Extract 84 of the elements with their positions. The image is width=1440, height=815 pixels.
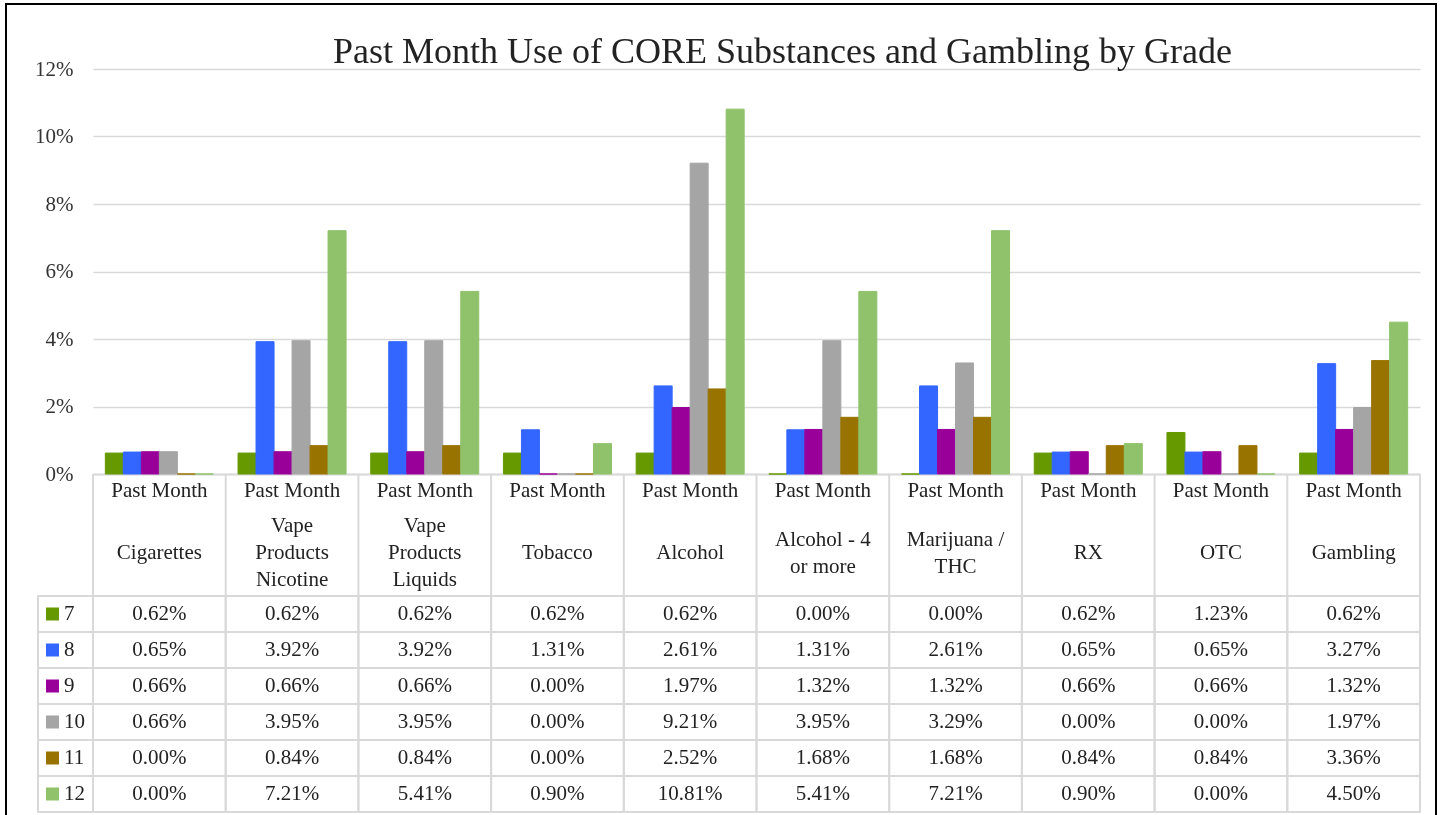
chart-title: Past Month Use of CORE Substances and Gambling by Grade <box>333 31 1232 71</box>
category-label: Past Month OTC <box>1172 478 1270 564</box>
data-label: 1.23% <box>1193 601 1249 625</box>
category-label: Past Month Gambling <box>1305 478 1402 564</box>
data-label: 0.62% <box>663 601 718 625</box>
data-label: 0.84% <box>264 745 320 769</box>
data-label: 2.52% <box>663 745 718 769</box>
data-label: 1.32% <box>1326 673 1381 697</box>
data-label: 1.32% <box>795 673 850 697</box>
data-label: 0.62% <box>397 601 452 625</box>
data-label: 0.00% <box>530 709 585 733</box>
category-label: Past Month Vape Products Nicotine <box>243 478 341 591</box>
data-label: 10.81% <box>657 781 723 805</box>
data-label: 0.62% <box>264 601 320 625</box>
data-label: 0.00% <box>530 673 585 697</box>
data-label: 0.66% <box>132 709 187 733</box>
data-label: 3.92% <box>397 637 452 661</box>
data-label: 5.41% <box>397 781 452 805</box>
y-tick-label: 6% <box>45 259 74 283</box>
data-label: 2.61% <box>928 637 983 661</box>
data-label: 0.65% <box>1193 637 1249 661</box>
data-label: 0.00% <box>1061 709 1116 733</box>
category-label: Past Month Alcohol <box>642 478 739 564</box>
data-label: 0.00% <box>1193 709 1249 733</box>
data-label: 3.92% <box>264 637 320 661</box>
data-label: 0.66% <box>264 673 320 697</box>
data-label: 0.90% <box>1061 781 1116 805</box>
data-label: 7.21% <box>928 781 983 805</box>
y-tick-label: 0% <box>45 461 74 486</box>
data-label: 7.21% <box>264 781 320 805</box>
data-label: 3.36% <box>1326 745 1381 769</box>
data-label: 1.31% <box>530 637 585 661</box>
data-label: 3.27% <box>1326 637 1381 661</box>
y-tick-label: 4% <box>45 326 74 351</box>
data-label: 1.68% <box>928 745 983 769</box>
data-label: 3.95% <box>264 709 320 733</box>
data-label: 5.41% <box>795 781 850 805</box>
data-label: 0.66% <box>1193 673 1249 697</box>
legend-label: 8 <box>64 637 75 661</box>
data-label: 1.97% <box>663 673 718 697</box>
data-label: 0.65% <box>1061 637 1116 661</box>
data-label: 0.84% <box>1061 745 1116 769</box>
category-label: Past Month Vape Products Liquids <box>376 478 473 591</box>
data-label: 0.90% <box>530 781 585 805</box>
data-label: 1.68% <box>795 745 850 769</box>
legend-label: 7 <box>64 601 75 625</box>
data-label: 3.29% <box>928 709 983 733</box>
legend-label: 10 <box>64 709 85 733</box>
category-label: Past Month RX <box>1040 478 1137 564</box>
data-label: 9.21% <box>663 709 718 733</box>
y-tick-label: 12% <box>35 56 74 81</box>
data-label: 0.62% <box>1326 601 1381 625</box>
data-label: 0.62% <box>1061 601 1116 625</box>
y-tick-label: 8% <box>45 191 74 216</box>
data-label: 0.00% <box>1193 781 1249 805</box>
data-label: 1.31% <box>795 637 850 661</box>
data-label: 0.65% <box>132 637 187 661</box>
category-label: Past Month Cigarettes <box>111 478 208 564</box>
data-label: 0.66% <box>397 673 452 697</box>
data-label: 1.32% <box>928 673 983 697</box>
data-label: 0.66% <box>132 673 187 697</box>
data-label: 4.50% <box>1326 781 1381 805</box>
data-label: 0.62% <box>530 601 585 625</box>
category-label: Past Month Tobacco <box>509 478 606 564</box>
data-label: 0.00% <box>132 781 187 805</box>
data-label: 0.84% <box>1193 745 1249 769</box>
data-label: 0.84% <box>397 745 452 769</box>
data-label: 0.00% <box>132 745 187 769</box>
legend-label: 9 <box>64 673 75 697</box>
legend-label: 11 <box>64 745 85 769</box>
data-label: 3.95% <box>795 709 850 733</box>
y-tick-label: 10% <box>35 124 74 148</box>
data-label: 0.00% <box>795 601 850 625</box>
data-label: 2.61% <box>663 637 718 661</box>
category-label: Past Month Alcohol - 4 or more <box>774 478 871 578</box>
data-label: 0.62% <box>132 601 187 625</box>
data-label: 0.00% <box>928 601 983 625</box>
data-label: 1.97% <box>1326 709 1381 733</box>
legend-label: 12 <box>64 781 85 805</box>
data-label: 0.66% <box>1061 673 1116 697</box>
category-label: Past Month Marijuana / THC <box>906 478 1005 578</box>
data-label: 0.00% <box>530 745 585 769</box>
data-label: 3.95% <box>397 709 452 733</box>
y-tick-label: 2% <box>45 394 74 418</box>
